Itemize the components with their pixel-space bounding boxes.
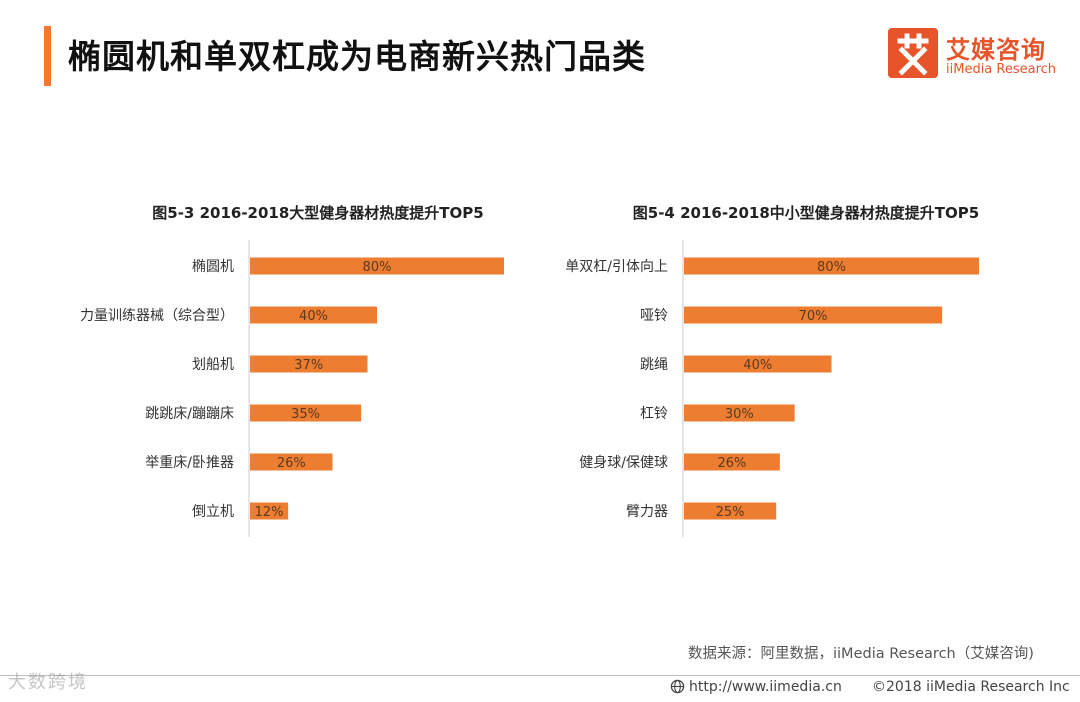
chart-1-value-label: 12% [255,505,284,520]
title-accent-bar [44,26,51,86]
chart-1-category-label: 划船机 [192,357,234,373]
footer-divider [0,675,1080,676]
chart-2: 图5-4 2016-2018中小型健身器材热度提升TOP5 单双杠/引体向上 80%… [565,204,979,537]
chart-2-value-label: 70% [799,309,828,324]
logo-mark-icon [888,28,938,78]
chart-1-bar [250,257,504,275]
footer-copyright: ©2018 iiMedia Research Inc [872,679,1070,695]
chart-1-value-label: 35% [291,407,320,422]
chart-2-bar [684,453,780,471]
chart-1-category-label: 椭圆机 [192,259,234,275]
logo-name-en: iiMedia Research [946,62,1057,77]
chart-1-value-label: 26% [277,456,306,471]
logo-name-cn: 艾媒咨询 [946,36,1046,64]
chart-1-value-label: 37% [294,358,323,373]
chart-2-category-label: 杠铃 [640,406,668,422]
chart-1-bar [250,404,362,422]
chart-1-value-label: 80% [363,260,392,275]
chart-1-category-label: 跳跳床/蹦蹦床 [145,406,234,422]
data-source: 数据来源：阿里数据，iiMedia Research（艾媒咨询) [688,646,1034,662]
chart-2-category-label: 臂力器 [626,504,668,520]
chart-2-value-label: 25% [716,505,745,520]
chart-1-value-label: 40% [299,309,328,324]
charts-canvas: 图5-3 2016-2018大型健身器材热度提升TOP5 椭圆机 80% 力量训练器械… [80,204,979,537]
chart-2-value-label: 40% [743,358,772,373]
chart-2-category-label: 单双杠/引体向上 [565,259,668,275]
footer-url[interactable]: http://www.iimedia.cn [670,679,842,695]
chart-1-title: 图5-3 2016-2018大型健身器材热度提升TOP5 [152,204,483,222]
chart-2-title: 图5-4 2016-2018中小型健身器材热度提升TOP5 [633,204,979,222]
chart-2-category-label: 哑铃 [640,308,668,324]
chart-2-category-label: 健身球/保健球 [579,455,668,471]
page-title: 椭圆机和单双杠成为电商新兴热门品类 [68,37,646,76]
chart-1-bar [250,502,289,520]
chart-1-category-label: 举重床/卧推器 [145,455,234,471]
watermark: 大数跨境 [8,672,88,693]
chart-2-value-label: 80% [817,260,846,275]
chart-2-bar [684,355,832,373]
chart-2-value-label: 30% [725,407,754,422]
chart-2-bar [684,257,979,275]
footer-url-text[interactable]: http://www.iimedia.cn [689,679,842,695]
chart-1-category-label: 力量训练器械（综合型） [80,308,234,324]
chart-1-bar [250,453,333,471]
iimedia-logo: 艾媒咨询 iiMedia Research [888,28,1068,84]
globe-icon [670,679,685,694]
chart-1-bar [250,355,368,373]
chart-1-bar [250,306,377,324]
chart-2-value-label: 26% [717,456,746,471]
chart-2-bar [684,502,777,520]
chart-2-category-label: 跳绳 [640,357,668,373]
chart-1: 图5-3 2016-2018大型健身器材热度提升TOP5 椭圆机 80% 力量训练器械… [80,204,504,537]
chart-2-bar [684,306,943,324]
chart-1-category-label: 倒立机 [192,504,234,520]
chart-2-bar [684,404,795,422]
